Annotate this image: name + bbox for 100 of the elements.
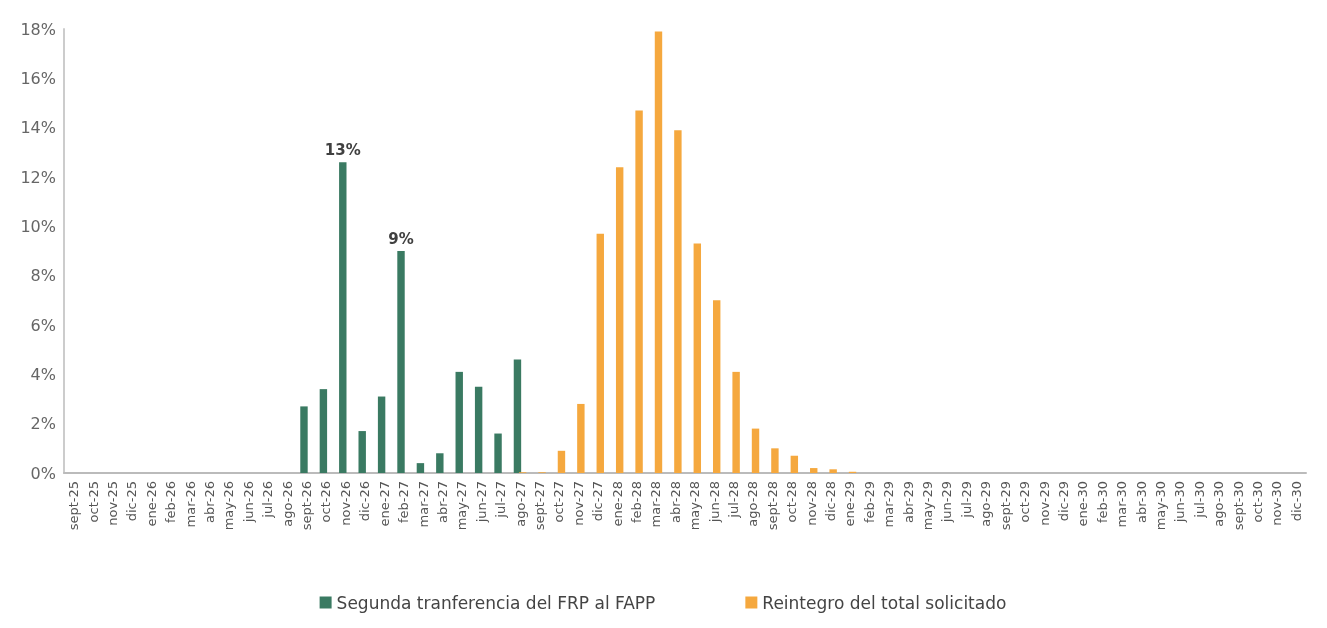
x-tick-label: ene-30 xyxy=(1075,481,1091,527)
y-tick-label: 12% xyxy=(20,167,56,187)
x-tick-label: may-26 xyxy=(221,481,237,531)
x-tick-label: ago-28 xyxy=(745,481,761,527)
bar xyxy=(436,453,444,473)
x-tick-label: ene-28 xyxy=(609,481,625,527)
x-tick-label: sept-30 xyxy=(1230,481,1246,531)
x-tick-label: feb-28 xyxy=(628,481,644,524)
bar xyxy=(513,359,522,473)
x-tick-label: mar-27 xyxy=(415,481,431,528)
y-tick-label: 14% xyxy=(20,118,56,138)
x-tick-label: ago-27 xyxy=(512,481,528,527)
x-tick-label: feb-30 xyxy=(1094,481,1110,524)
bar xyxy=(474,386,483,473)
x-tick-label: nov-29 xyxy=(1036,481,1052,526)
bar xyxy=(732,371,740,473)
x-tick-label: nov-28 xyxy=(803,481,819,526)
bar xyxy=(810,468,818,473)
x-tick-label: sept-28 xyxy=(764,481,780,531)
y-tick-label: 6% xyxy=(30,315,56,335)
x-tick-label: jun-26 xyxy=(240,481,256,524)
x-tick-label: feb-29 xyxy=(861,481,877,524)
x-tick-label: abr-29 xyxy=(900,481,916,523)
bar xyxy=(829,469,837,473)
x-tick-label: ago-30 xyxy=(1211,481,1227,527)
y-tick-label: 18% xyxy=(20,19,56,39)
x-tick-label: sept-27 xyxy=(531,481,547,531)
x-tick-label: jul-30 xyxy=(1191,481,1207,519)
bar xyxy=(693,243,702,473)
bar xyxy=(455,371,463,473)
bar xyxy=(615,167,624,473)
data-label: 9% xyxy=(388,229,414,248)
legend-label: Segunda tranferencia del FRP al FAPP xyxy=(336,592,656,613)
x-tick-label: jun-27 xyxy=(473,481,489,524)
x-tick-label: oct-30 xyxy=(1249,481,1265,523)
bar xyxy=(416,463,425,473)
x-tick-label: oct-28 xyxy=(784,481,800,523)
bar xyxy=(654,31,663,473)
data-label: 13% xyxy=(324,140,361,159)
x-tick-label: ene-27 xyxy=(376,481,392,527)
x-tick-label: oct-27 xyxy=(551,481,567,523)
x-tick-label: nov-27 xyxy=(570,481,586,526)
x-tick-label: jul-27 xyxy=(493,481,509,519)
y-tick-label: 16% xyxy=(20,68,56,88)
x-tick-label: jun-30 xyxy=(1172,481,1188,524)
x-tick-label: ene-26 xyxy=(143,481,159,527)
x-tick-label: nov-25 xyxy=(105,481,121,526)
x-tick-label: jul-28 xyxy=(726,481,742,519)
x-tick-label: mar-30 xyxy=(1114,481,1130,528)
bar xyxy=(557,450,566,473)
x-tick-label: abr-30 xyxy=(1133,481,1149,523)
x-tick-label: jul-26 xyxy=(260,481,276,519)
x-tick-label: jun-29 xyxy=(939,481,955,524)
bar xyxy=(674,130,682,473)
bar xyxy=(790,455,799,473)
x-tick-label: abr-28 xyxy=(667,481,683,523)
x-tick-label: oct-29 xyxy=(1017,481,1033,523)
bar xyxy=(751,428,760,473)
y-tick-label: 10% xyxy=(20,216,56,236)
bar xyxy=(771,448,779,473)
y-tick-label: 8% xyxy=(30,266,56,286)
x-tick-label: sept-26 xyxy=(299,481,315,531)
y-tick-label: 4% xyxy=(30,364,56,384)
x-tick-label: sept-25 xyxy=(66,481,82,531)
y-tick-label: 2% xyxy=(30,414,56,434)
x-tick-label: feb-26 xyxy=(163,481,179,524)
bar xyxy=(713,300,721,473)
y-tick-label: 0% xyxy=(30,463,56,483)
x-tick-label: may-29 xyxy=(920,481,936,531)
x-tick-label: dic-25 xyxy=(124,481,140,522)
x-tick-label: may-27 xyxy=(454,481,470,531)
bar xyxy=(397,251,405,473)
x-tick-label: may-28 xyxy=(687,481,703,531)
x-tick-label: jun-28 xyxy=(706,481,722,524)
x-tick-label: mar-29 xyxy=(881,481,897,528)
x-tick-label: dic-26 xyxy=(357,481,373,522)
x-tick-label: may-30 xyxy=(1152,481,1168,531)
bar xyxy=(358,431,366,473)
x-tick-label: ago-26 xyxy=(279,481,295,527)
x-tick-label: dic-28 xyxy=(823,481,839,522)
x-tick-label: mar-26 xyxy=(182,481,198,528)
x-tick-label: feb-27 xyxy=(396,481,412,524)
bar xyxy=(339,162,347,473)
bar xyxy=(596,233,604,473)
x-tick-label: sept-29 xyxy=(997,481,1013,531)
x-tick-label: jul-29 xyxy=(958,481,974,519)
bar xyxy=(319,389,328,473)
x-tick-label: abr-26 xyxy=(202,481,218,523)
x-tick-label: abr-27 xyxy=(434,481,450,523)
x-tick-label: dic-30 xyxy=(1288,481,1304,522)
bar xyxy=(494,433,502,473)
bar xyxy=(377,396,386,473)
x-tick-label: dic-29 xyxy=(1055,481,1071,522)
x-tick-label: nov-26 xyxy=(337,481,353,526)
x-tick-label: oct-26 xyxy=(318,481,334,523)
x-tick-label: ago-29 xyxy=(978,481,994,527)
bar xyxy=(577,403,585,473)
bar xyxy=(300,406,308,473)
bar xyxy=(635,110,643,473)
x-tick-label: dic-27 xyxy=(590,481,606,522)
